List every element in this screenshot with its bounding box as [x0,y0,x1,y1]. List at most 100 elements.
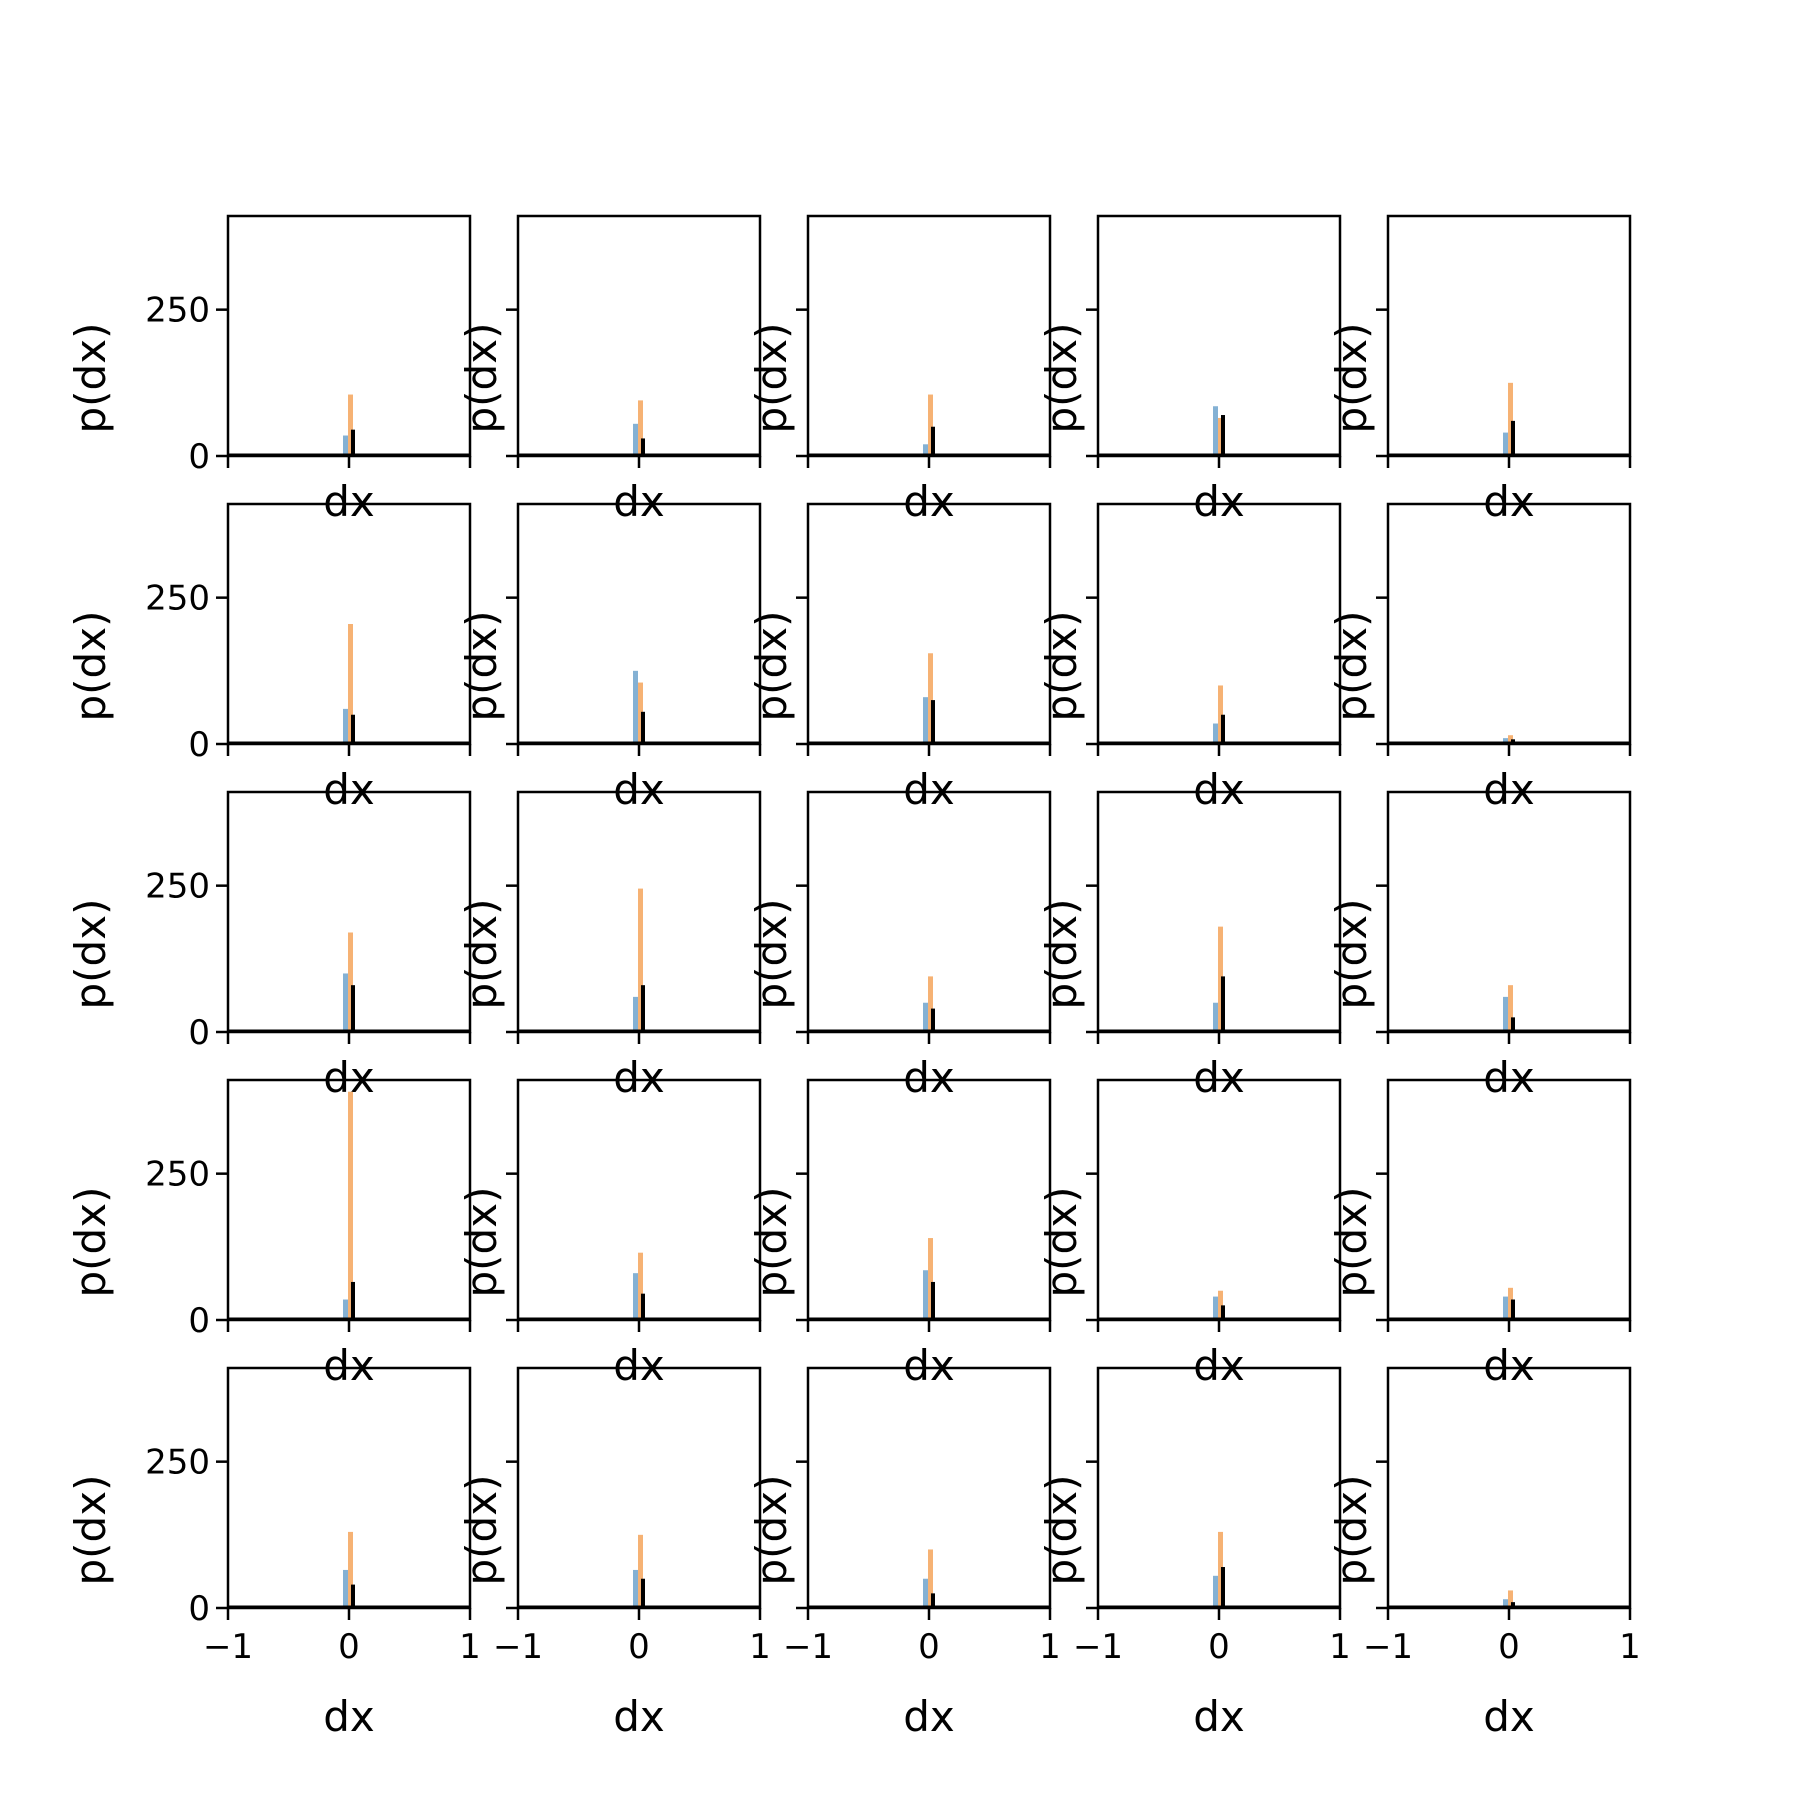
orange-hist-bar [928,1549,933,1608]
y-axis-label: p(dx) [747,1187,796,1298]
x-tick-label: 0 [918,1627,940,1667]
x-axis-label: dx [323,765,375,814]
orange-hist-bar [1218,1531,1223,1608]
orange-hist-bar [928,1238,933,1320]
panel-r4-c1: 0 250 dx p(dx) [66,1078,472,1390]
orange-hist-bar [348,1091,353,1320]
orange-hist-bar [1218,417,1223,456]
black-hist-bar [351,429,355,456]
black-hist-bar [1221,1305,1225,1320]
panel-r1-c2: dx p(dx) [457,214,762,526]
panel-r1-c1: 0 250 dx p(dx) [66,214,472,526]
panel-r2-c4: dx p(dx) [1037,502,1342,814]
y-axis-label: p(dx) [457,1475,506,1586]
y-tick-label: 0 [188,437,210,477]
black-hist-bar [1511,420,1515,456]
blue-hist-bar [923,444,928,456]
orange-hist-bar [638,1252,643,1320]
y-axis-label: p(dx) [457,1187,506,1298]
blue-hist-bar [343,1569,348,1608]
y-axis-label: p(dx) [1037,899,1086,1010]
x-tick-label: 0 [628,1627,650,1667]
orange-hist-bar [928,976,933,1032]
x-tick-label: 1 [1329,1627,1351,1667]
x-tick-label: 1 [749,1627,771,1667]
panel-r3-c2: dx p(dx) [457,790,762,1102]
panel-r3-c5: dx p(dx) [1327,790,1632,1102]
orange-hist-bar [348,394,353,456]
blue-hist-bar [633,423,638,456]
x-axis-label: dx [613,477,665,526]
blue-hist-bar [1213,723,1218,744]
y-tick-label: 250 [145,579,210,619]
x-axis-label: dx [613,765,665,814]
y-axis-label: p(dx) [1037,323,1086,434]
x-tick-label: 0 [1498,1627,1520,1667]
y-tick-label: 250 [145,867,210,907]
blue-hist-bar [1503,1296,1508,1320]
y-tick-label: 0 [188,1589,210,1629]
axes-frame [1386,1078,1632,1322]
orange-hist-bar [638,400,643,456]
y-axis-label: p(dx) [747,1475,796,1586]
x-axis-label: dx [613,1692,665,1741]
x-axis-label: dx [323,477,375,526]
orange-hist-bar [928,394,933,456]
panel-r2-c3: dx p(dx) [747,502,1052,814]
black-hist-bar [351,985,355,1032]
x-axis-label: dx [1483,1692,1535,1741]
x-tick-label: −1 [1073,1627,1123,1667]
y-axis-label: p(dx) [1037,1475,1086,1586]
black-hist-bar [641,1293,645,1320]
panel-r4-c3: dx p(dx) [747,1078,1052,1390]
panel-r1-c4: dx p(dx) [1037,214,1342,526]
black-hist-bar [351,1584,355,1608]
y-tick-label: 250 [145,291,210,331]
black-hist-bar [1221,714,1225,744]
x-axis-label: dx [1483,1053,1535,1102]
y-axis-label: p(dx) [747,323,796,434]
x-axis-label: dx [1193,765,1245,814]
y-axis-label: p(dx) [66,1475,115,1586]
y-tick-label: 0 [188,725,210,765]
axes-frame [1096,1078,1342,1322]
orange-hist-bar [1218,1290,1223,1320]
panel-r2-c2: dx p(dx) [457,502,762,814]
orange-hist-bar [1508,382,1513,456]
blue-hist-bar [1503,1599,1508,1608]
black-hist-bar [351,714,355,744]
panel-r5-c2: −1 0 1 dx p(dx) [457,1366,771,1741]
y-axis-label: p(dx) [457,611,506,722]
blue-hist-bar [1503,996,1508,1032]
blue-hist-bar [923,697,928,744]
x-tick-label: 1 [1619,1627,1641,1667]
x-tick-label: 1 [1039,1627,1061,1667]
x-axis-label: dx [903,477,955,526]
blue-hist-bar [633,996,638,1032]
y-tick-label: 0 [188,1013,210,1053]
blue-hist-bar [343,708,348,744]
x-axis-label: dx [1193,477,1245,526]
x-axis-label: dx [323,1692,375,1741]
x-tick-label: −1 [783,1627,833,1667]
orange-hist-bar [1508,985,1513,1032]
x-tick-label: −1 [1363,1627,1413,1667]
orange-hist-bar [348,624,353,744]
panel-r3-c4: dx p(dx) [1037,790,1342,1102]
orange-hist-bar [638,682,643,744]
blue-hist-bar [633,1569,638,1608]
blue-hist-bar [1503,432,1508,456]
black-hist-bar [1221,976,1225,1032]
blue-hist-bar [1213,1575,1218,1608]
black-hist-bar [931,700,935,744]
orange-hist-bar [1218,685,1223,744]
orange-hist-bar [1508,1287,1513,1320]
y-axis-label: p(dx) [1327,1187,1376,1298]
panel-r2-c5: dx p(dx) [1327,502,1632,814]
blue-hist-bar [1213,1296,1218,1320]
black-hist-bar [641,985,645,1032]
y-axis-label: p(dx) [1037,1187,1086,1298]
blue-hist-bar [343,973,348,1032]
orange-hist-bar [348,932,353,1032]
